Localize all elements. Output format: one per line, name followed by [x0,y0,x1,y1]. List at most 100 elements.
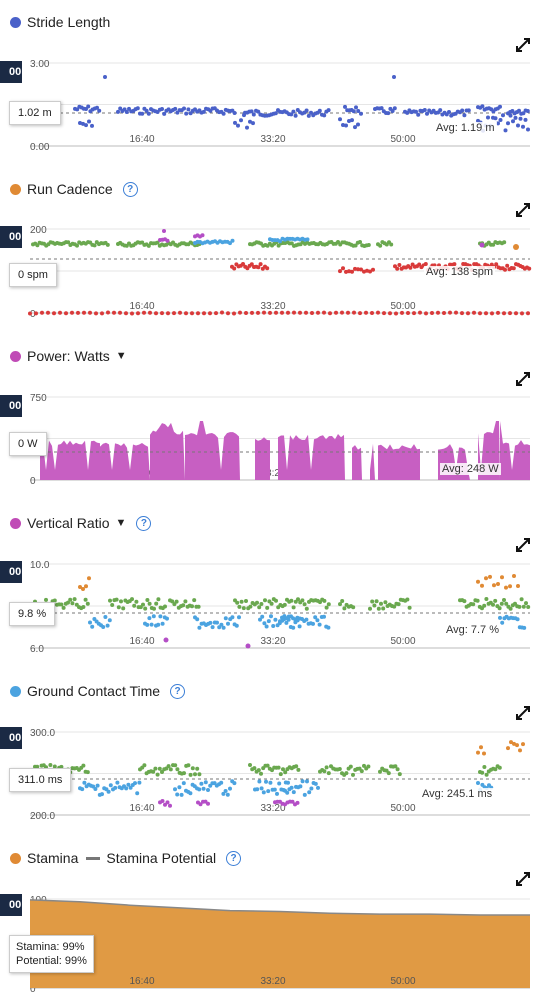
data-point [163,604,167,609]
data-point [291,109,296,114]
panel-header: Vertical Ratio ▼ ? [10,512,152,534]
series-tab[interactable]: 00 [0,894,22,916]
data-point [482,603,487,608]
y-tick-label: 0.00 [30,142,50,153]
data-point [100,311,104,316]
data-point [70,601,75,606]
dropdown-caret-icon[interactable]: ▼ [115,350,127,362]
series-tab[interactable]: 00 [0,395,22,417]
help-icon[interactable]: ? [122,181,138,197]
data-point [162,229,166,233]
data-point [166,764,171,769]
data-point [521,111,526,116]
data-point [516,584,520,588]
data-point [113,785,118,790]
series-tab[interactable]: 00 [0,727,22,749]
data-point [356,109,361,113]
help-icon[interactable]: ? [170,683,186,699]
series-tab[interactable]: 00 [0,61,22,83]
data-point [302,792,307,797]
data-point [133,781,137,786]
data-point [168,803,172,808]
data-point [515,743,519,748]
expand-icon[interactable] [516,872,530,886]
data-point [358,311,362,316]
data-point [184,111,189,116]
data-point [351,109,356,114]
help-icon[interactable]: ? [136,515,152,531]
data-point [221,791,226,796]
data-point [392,106,397,111]
data-point [350,118,354,123]
data-point [116,109,120,114]
data-point [119,599,123,604]
dropdown-caret-icon[interactable]: ▼ [115,517,127,529]
data-point [75,107,80,112]
data-point [59,764,64,769]
data-point [498,118,503,122]
data-point [289,112,294,117]
x-tick-label: 16:40 [129,803,154,814]
data-point [370,311,374,315]
data-point [425,111,429,116]
data-point [88,620,92,625]
expand-icon[interactable] [516,203,530,217]
data-point [173,787,177,792]
data-point [134,599,139,604]
vratio-plot: 10.0 6.0 16:40 33:20 50:00 [30,560,531,655]
data-point [232,111,237,115]
data-point [525,109,530,113]
data-point [264,624,269,629]
avg-label: Avg: 1.19 m [434,122,497,134]
data-point [85,770,90,775]
data-point [90,123,94,128]
data-point [146,243,151,248]
data-point [504,585,508,590]
data-point [233,120,237,125]
cadence-panel: Run Cadence ? 200 0 16:40 33:20 50:00 00 0 s… [0,178,548,328]
x-tick-label: 16:40 [129,301,154,312]
data-point [183,599,188,604]
series-tab[interactable]: 00 [0,226,22,248]
expand-icon[interactable] [516,538,530,552]
panel-header: Power: Watts ▼ [10,345,127,367]
expand-icon[interactable] [516,38,530,52]
data-point [105,623,110,628]
data-point [504,601,509,606]
data-point [476,579,480,584]
data-point [154,311,158,316]
data-point [75,243,79,248]
data-point [316,310,320,315]
data-point [235,600,240,605]
data-point [313,615,318,620]
data-point [317,622,322,627]
cadence-plot: 200 0 16:40 33:20 50:00 [28,225,532,320]
data-point [273,111,278,116]
data-point [256,310,260,315]
power-area [370,443,375,480]
expand-icon[interactable] [516,372,530,386]
data-point [284,620,289,625]
data-point [430,311,434,315]
help-icon[interactable]: ? [226,850,242,866]
data-point [72,597,77,602]
data-point [203,780,208,785]
data-point [452,262,457,267]
data-point [210,625,215,630]
data-point [40,310,44,315]
series-tab[interactable]: 00 [0,561,22,583]
data-point [371,267,375,272]
data-point [130,311,134,316]
data-point [132,603,137,608]
data-point [518,748,522,753]
data-point [135,106,140,111]
data-point [142,763,147,768]
data-point [353,243,358,248]
data-point [317,108,322,113]
data-point [338,602,342,607]
data-point [151,769,156,774]
expand-icon[interactable] [516,706,530,720]
data-point [206,788,210,792]
data-point [251,112,256,117]
data-point [520,311,524,316]
